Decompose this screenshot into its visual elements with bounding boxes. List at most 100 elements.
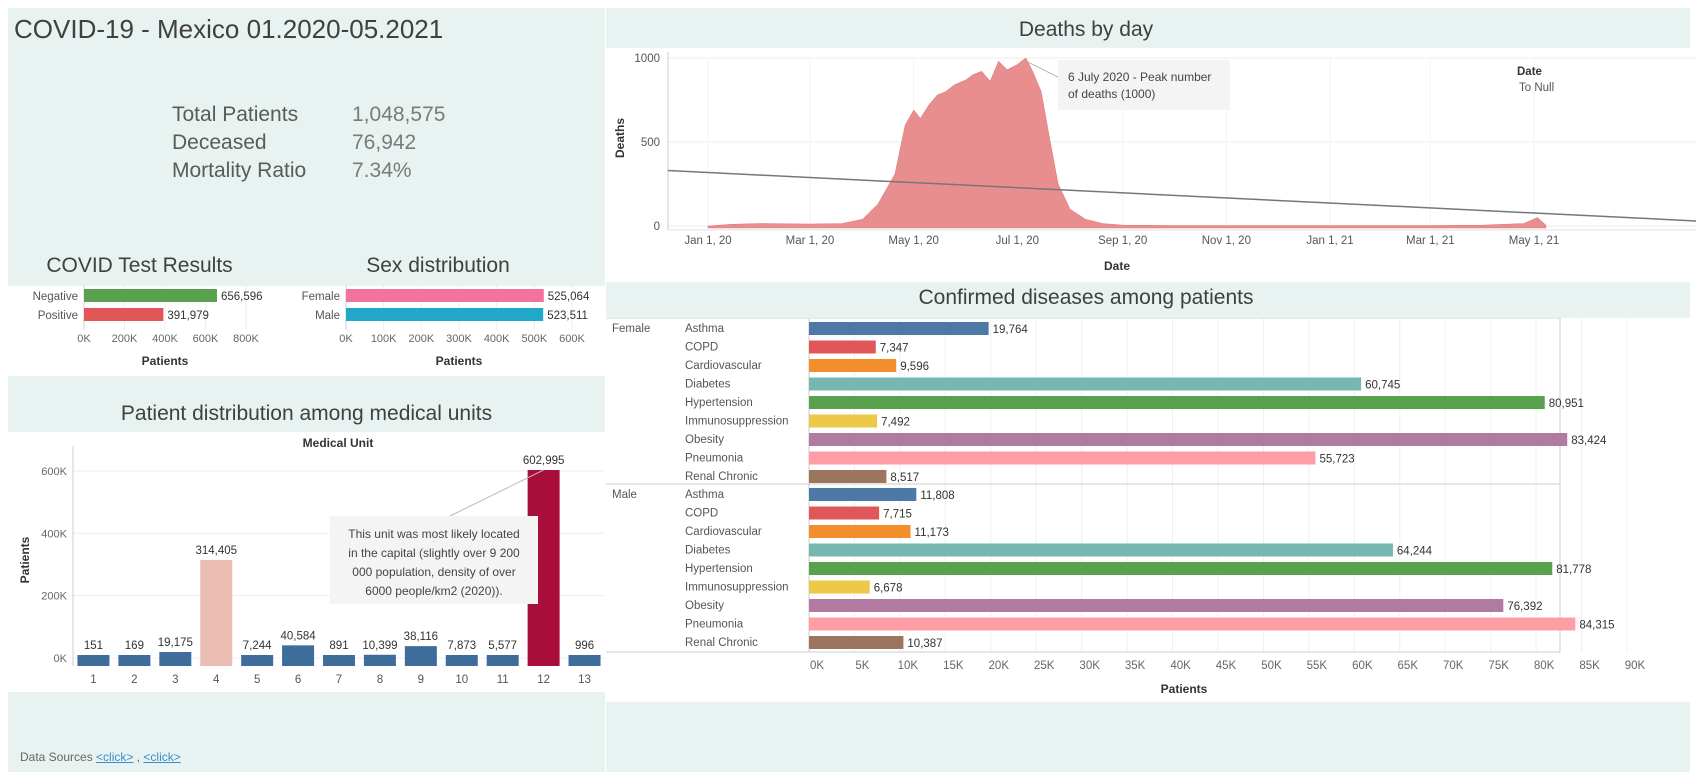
x-tick-label: Mar 1, 20 — [786, 235, 835, 247]
annotation-text: in the capital (slightly over 9 200 — [348, 546, 520, 560]
bar — [809, 451, 1316, 465]
bar-value-label: 80,951 — [1549, 398, 1584, 410]
chart-header: Medical Unit — [303, 436, 374, 450]
summary-panel — [8, 8, 605, 286]
bar — [486, 655, 519, 666]
annotation-text: of deaths (1000) — [1068, 87, 1155, 101]
x-tick-label: 85K — [1579, 660, 1600, 672]
category-label: Hypertension — [685, 563, 753, 575]
bar-value-label: 6,678 — [874, 583, 903, 595]
bar — [84, 289, 217, 302]
category-label: Male — [315, 310, 340, 322]
bar-value-label: 656,596 — [221, 291, 263, 303]
bar — [241, 655, 274, 666]
x-tick-label: 400K — [152, 333, 178, 345]
bar — [809, 377, 1362, 391]
bar-value-label: 40,584 — [280, 630, 316, 642]
x-tick-label: May 1, 20 — [888, 235, 939, 247]
bar — [809, 580, 870, 594]
legend-title: Date — [1517, 66, 1542, 78]
data-sources: Data Sources <click> , <click> — [20, 750, 181, 764]
x-tick-label: 12 — [537, 674, 550, 686]
bar — [809, 562, 1553, 575]
x-tick-label: 65K — [1398, 660, 1419, 672]
medical-units-title: Patient distribution among medical units — [120, 402, 493, 425]
annotation-box — [1058, 60, 1230, 110]
x-axis-title: Patients — [1161, 682, 1208, 696]
bar-value-label: 523,511 — [547, 310, 588, 322]
deaths-area — [707, 57, 1547, 229]
deaths-header — [606, 8, 1690, 48]
data-source-link-1[interactable]: <click> — [96, 750, 134, 764]
x-tick-label: 90K — [1625, 660, 1646, 672]
bar-value-label: 7,244 — [243, 640, 272, 652]
footer-panel — [8, 692, 605, 772]
x-axis-title: Patients — [142, 354, 189, 368]
bar-value-label: 81,778 — [1556, 564, 1591, 576]
x-tick-label: 40K — [1170, 660, 1191, 672]
bar-value-label: 64,244 — [1397, 546, 1433, 558]
bar — [118, 655, 151, 666]
bar-value-label: 525,064 — [548, 291, 590, 303]
x-tick-label: 9 — [418, 674, 424, 686]
data-source-link-2[interactable]: <click> — [143, 750, 181, 764]
category-label: Positive — [38, 310, 78, 322]
annotation-text: 000 population, density of over — [352, 565, 515, 579]
category-label: Hypertension — [685, 397, 753, 409]
category-label: Immunosuppression — [685, 582, 789, 594]
y-axis-title: Patients — [18, 536, 32, 583]
x-tick-label: 70K — [1443, 660, 1464, 672]
category-label: Obesity — [685, 600, 724, 612]
x-tick-label: 8 — [377, 674, 383, 686]
bar — [809, 359, 897, 372]
x-tick-label: 35K — [1125, 660, 1146, 672]
bar — [809, 525, 911, 538]
bar — [809, 433, 1568, 446]
annotation-text: 6 July 2020 - Peak number — [1068, 70, 1211, 84]
kpi-label: Total Patients — [172, 103, 299, 126]
x-tick-label: 0K — [77, 333, 91, 345]
x-tick-label: 25K — [1034, 660, 1055, 672]
x-tick-label: 100K — [371, 333, 397, 345]
bar-value-label: 9,596 — [900, 361, 929, 373]
bar — [323, 655, 355, 666]
y-tick-label: 0K — [54, 653, 68, 665]
bar-value-label: 891 — [329, 640, 348, 652]
bar — [77, 655, 110, 666]
sex-distribution-title: Sex distribution — [366, 254, 510, 277]
bar-value-label: 314,405 — [195, 545, 237, 557]
bar — [809, 322, 989, 335]
bar-value-label: 10,387 — [907, 638, 942, 650]
y-tick-label: 1000 — [634, 53, 660, 65]
bar — [363, 654, 396, 666]
annotation-box — [330, 516, 538, 604]
category-label: Cardiovascular — [685, 526, 762, 538]
x-axis-title: Date — [1104, 259, 1130, 273]
bar-value-label: 38,116 — [404, 631, 438, 643]
bar-value-label: 76,392 — [1507, 601, 1542, 613]
x-tick-label: 7 — [336, 674, 342, 686]
x-tick-label: 10 — [455, 674, 468, 686]
category-label: Female — [302, 291, 340, 303]
x-tick-label: 11 — [497, 674, 509, 686]
x-tick-label: 10K — [898, 660, 919, 672]
diseases-header — [606, 282, 1690, 318]
group-label: Female — [612, 323, 650, 335]
x-tick-label: Jan 1, 21 — [1306, 235, 1353, 247]
category-label: Diabetes — [685, 545, 731, 557]
x-tick-label: 800K — [233, 333, 259, 345]
bar-value-label: 5,577 — [488, 640, 517, 652]
bar-value-label: 169 — [125, 640, 144, 652]
trend-line — [667, 169, 1696, 222]
x-axis-title: Patients — [436, 354, 483, 368]
y-tick-label: 600K — [41, 466, 67, 478]
annotation-text: This unit was most likely located — [348, 527, 519, 541]
bar — [346, 308, 544, 321]
bar-value-label: 19,764 — [993, 324, 1029, 336]
x-tick-label: 60K — [1352, 660, 1373, 672]
medical-units-chart: Medical Unit0K200K400K600KPatients151116… — [18, 436, 605, 686]
annotation-connector — [1027, 61, 1065, 81]
bar — [404, 646, 437, 666]
bar-value-label: 55,723 — [1319, 454, 1354, 466]
bar — [84, 308, 164, 321]
